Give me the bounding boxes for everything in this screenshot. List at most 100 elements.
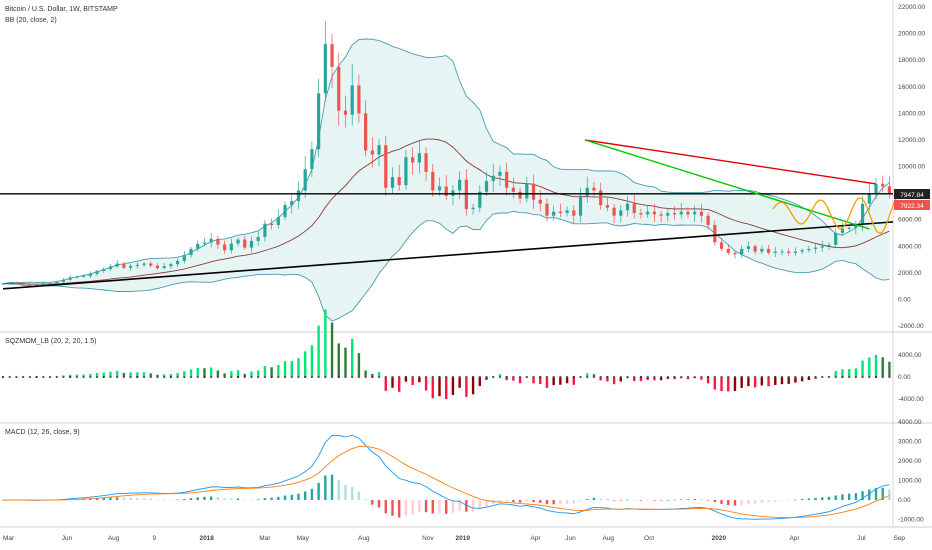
squeeze-dot — [28, 375, 31, 379]
rising-trendline[interactable] — [2, 221, 894, 290]
squeeze-bar — [189, 369, 193, 377]
squeeze-bar — [881, 357, 884, 377]
candle — [370, 137, 374, 168]
macd-bar — [854, 493, 858, 500]
macd-bar — [814, 497, 817, 500]
squeeze-bar — [599, 377, 602, 381]
squeeze-dot — [599, 375, 602, 379]
candle — [437, 177, 442, 196]
candle — [102, 267, 106, 273]
macd-tick-label: -1000.00 — [898, 517, 924, 524]
squeeze-dot — [431, 375, 434, 379]
squeeze-dot — [639, 375, 643, 379]
macd-bar — [317, 482, 320, 500]
squeeze-dot — [626, 375, 629, 379]
macd-axis-labels: 4000.00 3000.00 2000.00 1000.00 0.00 -1000.00 — [898, 419, 924, 524]
candle — [296, 181, 301, 209]
candle — [323, 21, 327, 102]
squeeze-dot — [344, 375, 347, 379]
squeeze-dots — [1, 375, 891, 379]
projection-curve[interactable] — [772, 195, 900, 234]
squeeze-dot — [451, 375, 455, 379]
macd-bar — [545, 500, 549, 505]
candle — [491, 163, 495, 192]
candle — [444, 175, 448, 200]
candle — [317, 78, 321, 157]
squeeze-bar — [115, 370, 119, 377]
squeeze-bar — [82, 374, 85, 377]
candle — [746, 241, 751, 253]
squeeze-bar — [834, 370, 837, 377]
squeeze-bar — [458, 377, 461, 388]
squeeze-bar — [330, 322, 334, 377]
squeeze-bar — [290, 360, 293, 377]
macd-bar — [189, 498, 193, 500]
squeeze-bar — [659, 377, 663, 381]
macd-pane[interactable]: 4000.00 3000.00 2000.00 1000.00 0.00 -1000.00 — [1, 419, 924, 524]
squeeze-indicator-label[interactable]: SQZMOM_LB (20, 2, 20, 1.5) — [5, 338, 96, 345]
time-tick-label: Oct — [644, 535, 654, 542]
squeeze-bar — [720, 377, 723, 392]
squeeze-bar — [75, 374, 79, 377]
squeeze-bar — [653, 377, 656, 381]
macd-bar — [619, 500, 623, 501]
squeeze-dot — [720, 375, 723, 379]
macd-bar — [324, 475, 327, 500]
squeeze-bar — [727, 377, 730, 392]
squeeze-dot — [660, 375, 663, 379]
time-tick-label: Aug — [358, 535, 370, 542]
candle — [122, 261, 126, 270]
squeeze-bar — [471, 377, 475, 395]
macd-tick-label: 2000.00 — [898, 458, 922, 465]
squeeze-bar — [780, 377, 784, 385]
time-axis-labels: Mar Jun Aug 9 2018 Mar May Aug Nov 2019 Apr Jun Aug O… — [3, 535, 905, 542]
squeeze-bar — [263, 365, 267, 377]
candle — [659, 210, 663, 223]
candle — [693, 205, 697, 223]
squeeze-bar — [364, 370, 367, 377]
candle — [619, 205, 623, 223]
price-pane[interactable]: 22000.00 20000.00 18000.00 16000.00 14000.00… — [0, 4, 925, 330]
macd-indicator-label[interactable]: MACD (12, 26, close, 9) — [5, 429, 80, 436]
candle — [699, 203, 703, 223]
squeeze-dot — [351, 375, 354, 379]
macd-bar — [89, 498, 92, 500]
macd-histogram — [1, 474, 891, 518]
squeeze-tick-label: -4000.00 — [898, 396, 924, 403]
macd-bar — [283, 495, 287, 500]
candle — [135, 261, 139, 269]
squeeze-dot — [364, 375, 367, 379]
squeeze-momentum-pane[interactable]: 4000.00 0.00 -4000.00 — [1, 309, 924, 403]
squeeze-bar — [129, 372, 132, 377]
time-tick-label: Aug — [108, 535, 120, 542]
candle — [357, 74, 361, 123]
macd-bar — [606, 499, 609, 500]
squeeze-dot — [35, 375, 38, 379]
candle — [81, 274, 86, 278]
candle — [545, 198, 549, 222]
squeeze-dot — [75, 375, 78, 379]
price-tick-label: 22000.00 — [898, 4, 925, 11]
macd-bar — [740, 500, 743, 505]
squeeze-bar — [800, 377, 804, 382]
squeeze-dot — [579, 375, 582, 379]
squeeze-dot — [142, 375, 146, 379]
macd-bar — [760, 500, 764, 503]
squeeze-bar — [774, 377, 777, 385]
green-trendline[interactable] — [584, 139, 870, 230]
squeeze-bar — [478, 377, 481, 387]
macd-bar — [263, 498, 267, 500]
red-trendline[interactable] — [584, 139, 876, 185]
symbol-title[interactable]: Bitcoin / U.S. Dollar, 1W, BITSTAMP — [5, 6, 118, 13]
squeeze-dot — [754, 375, 757, 379]
squeeze-dot — [559, 375, 562, 379]
squeeze-dot — [478, 375, 481, 379]
macd-bar — [686, 499, 690, 500]
squeeze-dot — [116, 375, 119, 379]
bb-indicator-label[interactable]: BB (20, close, 2) — [5, 17, 57, 24]
squeeze-dot — [888, 375, 891, 379]
squeeze-bar — [565, 377, 569, 384]
macd-bar — [713, 500, 717, 503]
time-tick-label: Nov — [422, 535, 434, 542]
